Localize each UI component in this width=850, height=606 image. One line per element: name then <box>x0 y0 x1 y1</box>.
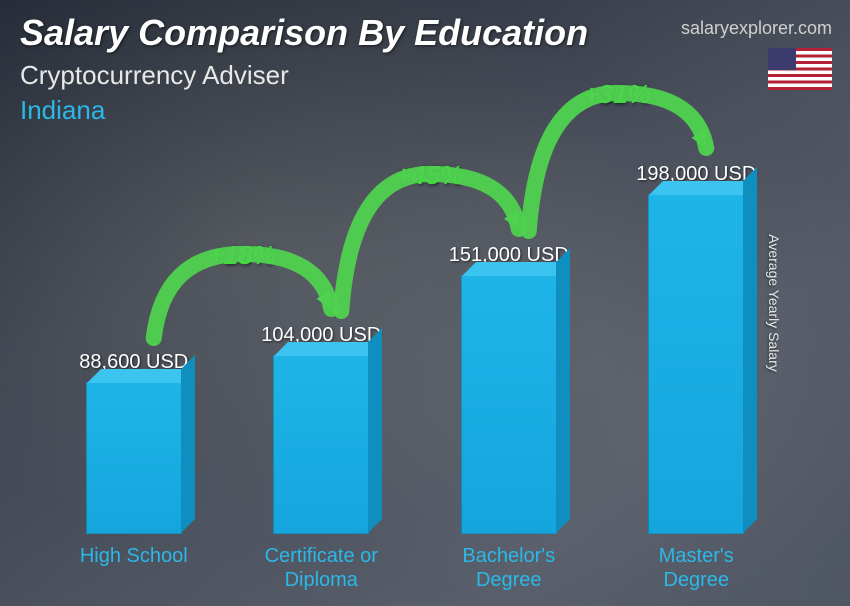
page-title: Salary Comparison By Education <box>20 12 830 54</box>
bar <box>461 275 557 534</box>
bar-category-label: High School <box>80 544 188 592</box>
bar-group: 104,000 USD Certificate orDiploma <box>231 324 411 592</box>
bar-chart: 88,600 USD High School 104,000 USD Certi… <box>40 132 790 592</box>
bar <box>86 382 182 534</box>
increment-label: +45% <box>396 160 463 191</box>
bar-group: 88,600 USD High School <box>44 351 224 592</box>
bar-group: 198,000 USD Master'sDegree <box>606 163 786 592</box>
bar-group: 151,000 USD Bachelor'sDegree <box>419 244 599 592</box>
bar <box>273 355 369 534</box>
header: Salary Comparison By Education Cryptocur… <box>20 12 830 126</box>
increment-label: +18% <box>209 240 276 271</box>
page-subtitle: Cryptocurrency Adviser <box>20 60 830 91</box>
bar-category-label: Master'sDegree <box>659 544 734 592</box>
bar-category-label: Certificate orDiploma <box>265 544 378 592</box>
page-location: Indiana <box>20 95 830 126</box>
bar <box>648 194 744 534</box>
bar-category-label: Bachelor'sDegree <box>462 544 555 592</box>
